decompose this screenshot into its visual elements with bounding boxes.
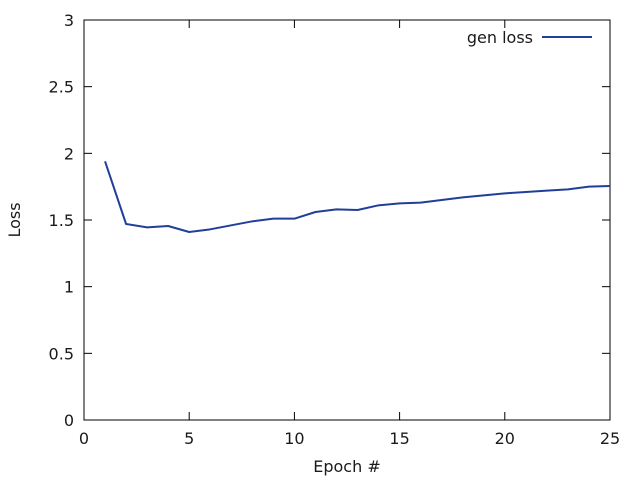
x-axis-label: Epoch # — [313, 457, 380, 476]
y-tick-label: 2 — [64, 144, 74, 163]
axis-ticks — [83, 19, 611, 421]
x-tick-label: 15 — [389, 429, 409, 448]
series-group — [104, 161, 611, 233]
y-tick-label: 0 — [64, 411, 74, 430]
x-tick-label: 10 — [284, 429, 304, 448]
y-axis-label: Loss — [5, 202, 24, 237]
y-tick-label: 0.5 — [49, 344, 74, 363]
legend-label: gen loss — [467, 28, 533, 47]
axis-tick-labels: 0 5 10 15 20 25 0 0.5 1 1.5 2 2.5 3 — [49, 11, 621, 448]
x-tick-label: 25 — [600, 429, 620, 448]
plot-frame — [83, 19, 611, 421]
series-line-gen-loss — [104, 161, 611, 233]
legend: gen loss — [467, 28, 592, 47]
x-tick-label: 20 — [495, 429, 515, 448]
x-tick-label: 0 — [79, 429, 89, 448]
y-tick-label: 1 — [64, 278, 74, 297]
x-tick-label: 5 — [184, 429, 194, 448]
y-tick-label: 2.5 — [49, 78, 74, 97]
y-tick-label: 1.5 — [49, 211, 74, 230]
y-tick-label: 3 — [64, 11, 74, 30]
